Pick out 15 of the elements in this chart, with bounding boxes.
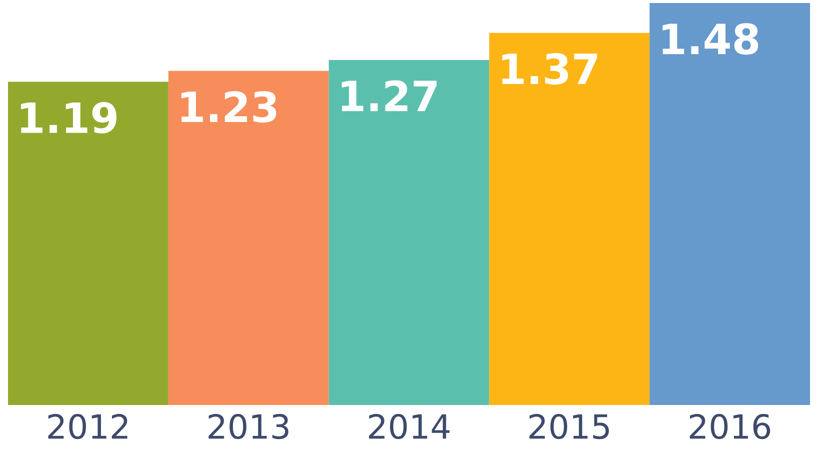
x-tick-label: 2012 — [48, 414, 128, 440]
bar — [489, 32, 650, 405]
bar — [328, 60, 490, 405]
bar — [8, 82, 168, 405]
bar — [650, 3, 810, 405]
data-label: 1.19 — [21, 102, 116, 134]
data-label: 1.48 — [662, 23, 758, 55]
x-tick-label: 2013 — [208, 414, 288, 440]
x-tick-label: 2016 — [690, 414, 770, 440]
x-tick-label: 2014 — [369, 414, 450, 440]
x-tick-label: 2015 — [529, 414, 609, 440]
bar — [168, 70, 329, 405]
data-label: 1.23 — [181, 91, 276, 123]
data-label: 1.27 — [342, 80, 437, 112]
data-label: 1.37 — [502, 53, 598, 85]
